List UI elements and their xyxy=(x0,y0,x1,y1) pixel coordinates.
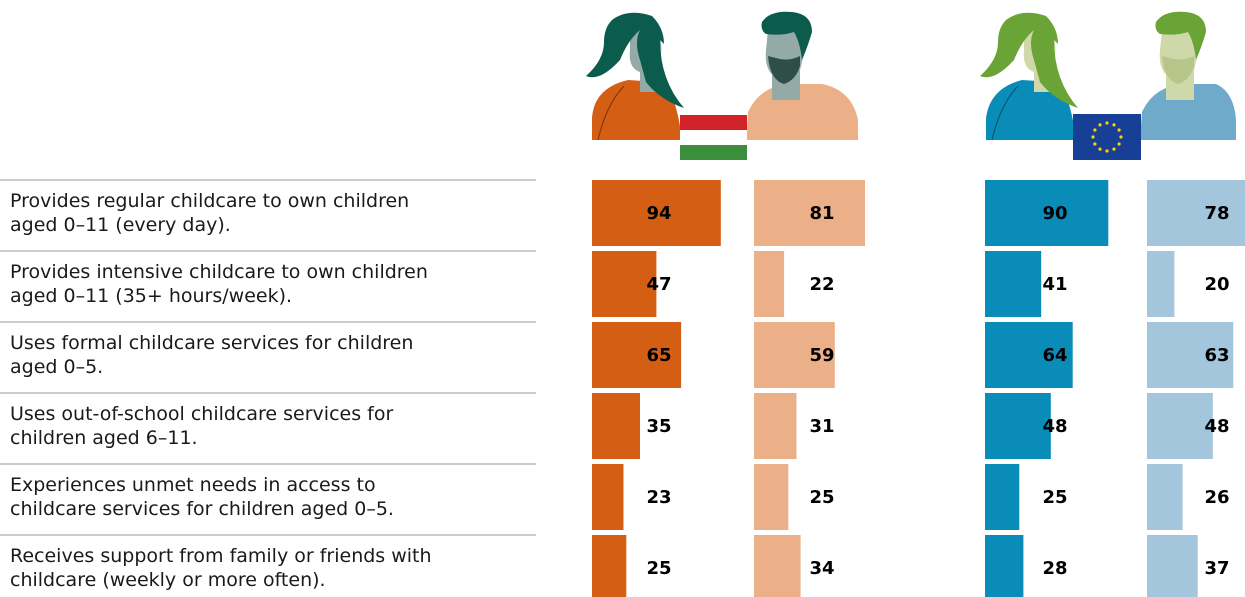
bar xyxy=(754,322,835,388)
eu-star xyxy=(1098,147,1102,151)
bar xyxy=(592,180,721,246)
row-label-line: children aged 6–11. xyxy=(10,427,198,449)
value-label: 90 xyxy=(1042,203,1067,224)
eu-star xyxy=(1091,135,1095,139)
row-label: Uses formal childcare services for child… xyxy=(10,332,413,378)
row-label-line: aged 0–11 (35+ hours/week). xyxy=(10,285,292,307)
eu-star xyxy=(1112,123,1116,127)
eu-star xyxy=(1098,123,1102,127)
value-label: 81 xyxy=(809,203,834,224)
value-label: 25 xyxy=(809,487,834,508)
row-label-line: aged 0–5. xyxy=(10,356,103,378)
value-label: 41 xyxy=(1042,274,1067,295)
bar xyxy=(1147,322,1234,388)
bar xyxy=(754,464,789,530)
row-label-line: aged 0–11 (every day). xyxy=(10,214,231,236)
bar xyxy=(1147,393,1213,459)
eu-star xyxy=(1119,135,1123,139)
eu-star xyxy=(1105,149,1109,153)
eu-star xyxy=(1093,142,1097,146)
bar xyxy=(1147,180,1245,246)
bar xyxy=(985,322,1073,388)
value-label: 78 xyxy=(1204,203,1229,224)
bar xyxy=(985,464,1020,530)
row-label: Provides intensive childcare to own chil… xyxy=(10,261,428,307)
bar xyxy=(985,251,1042,317)
value-label: 35 xyxy=(646,416,671,437)
value-label: 47 xyxy=(646,274,671,295)
row-label: Experiences unmet needs in access to chil… xyxy=(10,474,394,520)
man-figure-icon xyxy=(1140,11,1236,140)
bar xyxy=(592,251,657,317)
row-labels: Provides regular childcare to own childr… xyxy=(0,179,536,591)
bars: 94 47 65 35 23 25 81 22 59 31 25 34 90 41 64 48 25 28 78 20… xyxy=(592,180,1245,597)
bar xyxy=(985,535,1024,597)
woman-figure-icon xyxy=(980,12,1078,141)
bar xyxy=(985,393,1051,459)
value-label: 64 xyxy=(1042,345,1067,366)
row-label-line: Provides regular childcare to own childr… xyxy=(10,190,409,212)
hungary-figures xyxy=(586,11,858,160)
value-label: 20 xyxy=(1204,274,1229,295)
eu-star xyxy=(1112,147,1116,151)
bar xyxy=(754,535,801,597)
woman-figure-icon xyxy=(586,12,684,141)
eu-flag-icon xyxy=(1073,114,1141,160)
row-label: Provides regular childcare to own childr… xyxy=(10,190,409,236)
row-label: Uses out-of-school childcare services fo… xyxy=(10,403,393,449)
value-label: 31 xyxy=(809,416,834,437)
value-label: 23 xyxy=(646,487,671,508)
value-label: 28 xyxy=(1042,558,1067,579)
bar xyxy=(754,393,797,459)
row-label-line: Provides intensive childcare to own chil… xyxy=(10,261,428,283)
value-label: 59 xyxy=(809,345,834,366)
eu-figures xyxy=(980,11,1236,160)
man-figure-icon xyxy=(746,11,858,140)
row-label-line: Uses formal childcare services for child… xyxy=(10,332,413,354)
bar xyxy=(592,535,627,597)
bar xyxy=(754,251,785,317)
bar xyxy=(592,322,682,388)
eu-star xyxy=(1105,121,1109,125)
value-label: 48 xyxy=(1204,416,1229,437)
bar xyxy=(592,393,640,459)
bar xyxy=(592,464,624,530)
bar xyxy=(754,180,865,246)
value-label: 37 xyxy=(1204,558,1229,579)
row-label-line: Uses out-of-school childcare services fo… xyxy=(10,403,393,425)
bar xyxy=(1147,535,1198,597)
eu-star xyxy=(1093,128,1097,132)
row-label: Receives support from family or friends … xyxy=(10,545,432,591)
value-label: 25 xyxy=(646,558,671,579)
value-label: 25 xyxy=(1042,487,1067,508)
hungary-flag-icon xyxy=(680,115,747,160)
value-label: 63 xyxy=(1204,345,1229,366)
value-label: 48 xyxy=(1042,416,1067,437)
row-label-line: Experiences unmet needs in access to xyxy=(10,474,376,496)
eu-star xyxy=(1117,142,1121,146)
value-label: 65 xyxy=(646,345,671,366)
value-label: 22 xyxy=(809,274,834,295)
eu-star xyxy=(1117,128,1121,132)
bar xyxy=(985,180,1109,246)
bar xyxy=(1147,464,1183,530)
value-label: 26 xyxy=(1204,487,1229,508)
row-label-line: childcare services for children aged 0–5… xyxy=(10,498,394,520)
row-label-line: Receives support from family or friends … xyxy=(10,545,432,567)
row-label-line: childcare (weekly or more often). xyxy=(10,569,326,591)
value-label: 94 xyxy=(646,203,671,224)
value-label: 34 xyxy=(809,558,834,579)
bar xyxy=(1147,251,1175,317)
